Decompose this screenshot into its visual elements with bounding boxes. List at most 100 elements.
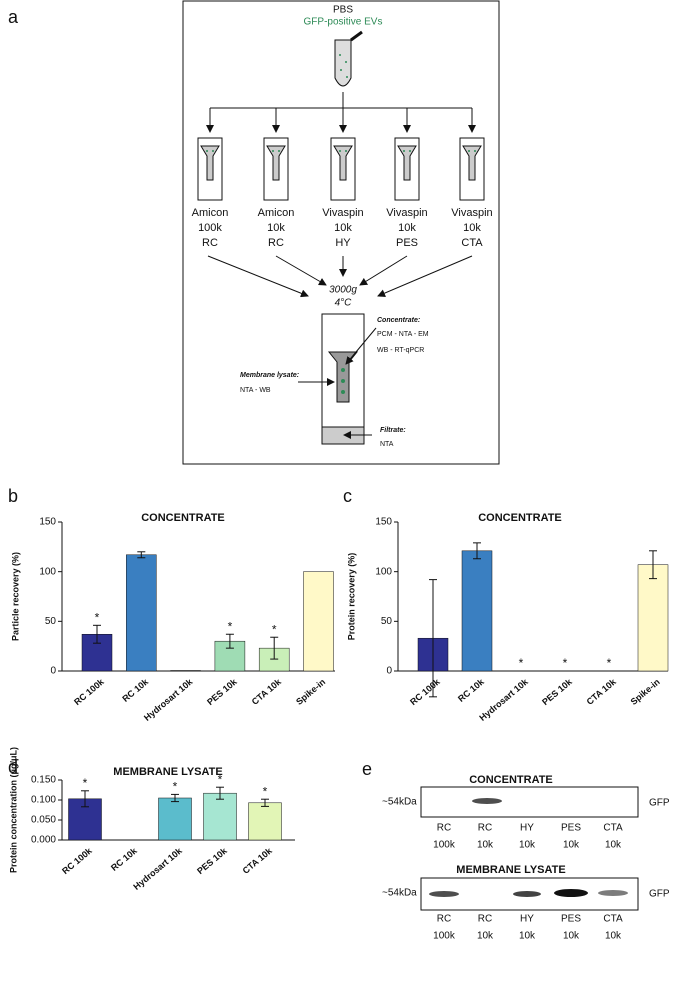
- significance: *: [272, 622, 277, 636]
- chart-title: MEMBRANE LYSATE: [113, 766, 222, 778]
- device-label: 10k: [267, 222, 285, 234]
- y-tick-label: 0.000: [31, 835, 56, 846]
- chart-title: CONCENTRATE: [478, 512, 562, 524]
- blot-band: [554, 889, 588, 897]
- chart-title: CONCENTRATE: [141, 512, 225, 524]
- panel-label: c: [343, 486, 352, 506]
- blot-title: MEMBRANE LYSATE: [456, 864, 565, 876]
- x-tick-label: Hydrosart 10k: [142, 676, 195, 723]
- lane-label: 10k: [563, 931, 580, 942]
- bar: [203, 792, 237, 841]
- lane-label: RC: [437, 914, 451, 925]
- x-tick-label: PES 10k: [205, 676, 239, 707]
- device-label: RC: [202, 237, 218, 249]
- x-tick-label: PES 10k: [540, 676, 574, 707]
- blot-band: [429, 891, 459, 897]
- y-tick-label: 0.150: [31, 775, 56, 786]
- significance: *: [95, 610, 100, 624]
- y-tick-label: 50: [45, 616, 57, 627]
- device-label: CTA: [461, 237, 483, 249]
- device-label: 10k: [334, 222, 352, 234]
- x-tick-label: RC 100k: [60, 845, 94, 876]
- blot-protein: GFP: [649, 798, 670, 809]
- lane-label: 10k: [519, 840, 536, 851]
- diagram-frame: [182, 0, 500, 465]
- y-tick-label: 0.100: [31, 795, 56, 806]
- lane-label: 10k: [477, 840, 494, 851]
- condition: 4°C: [335, 298, 353, 309]
- top-label: PBS: [333, 5, 353, 16]
- lane-label: HY: [520, 823, 534, 834]
- y-tick-label: 150: [375, 517, 392, 528]
- lane-label: 10k: [563, 840, 580, 851]
- device-label: PES: [396, 237, 418, 249]
- concentrate-title: Concentrate:: [377, 317, 420, 324]
- device-label: Vivaspin: [322, 207, 363, 219]
- filter-tube: [298, 313, 377, 445]
- significance: *: [83, 776, 88, 790]
- bar: [461, 550, 493, 672]
- bar: [303, 571, 334, 672]
- significance: *: [563, 656, 568, 670]
- blot-title: CONCENTRATE: [469, 774, 553, 786]
- lane-label: 10k: [477, 931, 494, 942]
- device-label: 10k: [463, 222, 481, 234]
- device-dot: [212, 150, 214, 152]
- device-dot: [272, 150, 274, 152]
- x-tick-label: RC 10k: [109, 845, 140, 873]
- y-tick-label: 100: [375, 566, 392, 577]
- lane-label: RC: [437, 823, 451, 834]
- device-filter: [266, 145, 286, 181]
- device-label: 10k: [398, 222, 416, 234]
- significance: *: [519, 656, 524, 670]
- device-label: Vivaspin: [451, 207, 492, 219]
- concentrate-line: PCM - NTA - EM: [377, 331, 429, 338]
- sample-label: GFP-positive EVs: [304, 17, 383, 28]
- devices: Amicon 100k RC Amicon 10k RC Vivaspin 10k HY Viva…: [192, 137, 493, 249]
- y-tick-label: 0: [386, 666, 392, 677]
- lane-label: 10k: [605, 931, 622, 942]
- condition: 3000g: [329, 285, 357, 296]
- x-tick-label: CTA 10k: [250, 676, 284, 707]
- x-tick-label: Spike-in: [629, 677, 662, 707]
- split-arrows: [206, 92, 476, 133]
- lysate-line: NTA - WB: [240, 387, 271, 394]
- x-tick-label: RC 100k: [72, 676, 106, 707]
- significance: *: [173, 780, 178, 794]
- device-dot: [403, 150, 405, 152]
- lane-label: PES: [561, 823, 581, 834]
- blot-band: [472, 798, 502, 804]
- lane-label: CTA: [603, 914, 623, 925]
- blot-marker: ~54kDa: [382, 888, 417, 899]
- x-tick-label: CTA 10k: [585, 676, 619, 707]
- device-filter: [397, 145, 417, 181]
- lane-label: 10k: [519, 931, 536, 942]
- panel-label: a: [8, 7, 19, 27]
- blot-frame: [420, 786, 639, 818]
- x-tick-label: Spike-in: [294, 677, 327, 707]
- lane-label: 100k: [433, 840, 456, 851]
- device-label: Amicon: [258, 207, 295, 219]
- sample-tube: [334, 30, 363, 87]
- y-tick-label: 100: [39, 566, 56, 577]
- y-tick-label: 150: [39, 517, 56, 528]
- blot-band: [513, 891, 541, 897]
- bar: [158, 797, 192, 841]
- significance: *: [228, 619, 233, 633]
- x-tick-label: RC 10k: [120, 676, 151, 704]
- y-axis-label: Particle recovery (%): [10, 552, 20, 641]
- y-tick-label: 0.050: [31, 815, 56, 826]
- device-label: HY: [335, 237, 351, 249]
- device-filter: [462, 145, 482, 181]
- y-tick-label: 50: [381, 616, 393, 627]
- bar: [248, 802, 282, 841]
- device-label: Amicon: [192, 207, 229, 219]
- blot-protein: GFP: [649, 889, 670, 900]
- significance: *: [218, 772, 223, 786]
- x-tick-label: Hydrosart 10k: [131, 845, 184, 892]
- blot-band: [598, 890, 628, 896]
- device-dot: [468, 150, 470, 152]
- lane-label: 10k: [605, 840, 622, 851]
